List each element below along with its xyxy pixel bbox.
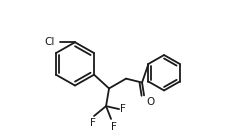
Text: O: O: [146, 97, 154, 107]
Text: F: F: [120, 104, 126, 114]
Text: Cl: Cl: [45, 37, 55, 47]
Text: F: F: [90, 118, 96, 128]
Text: F: F: [111, 122, 117, 132]
